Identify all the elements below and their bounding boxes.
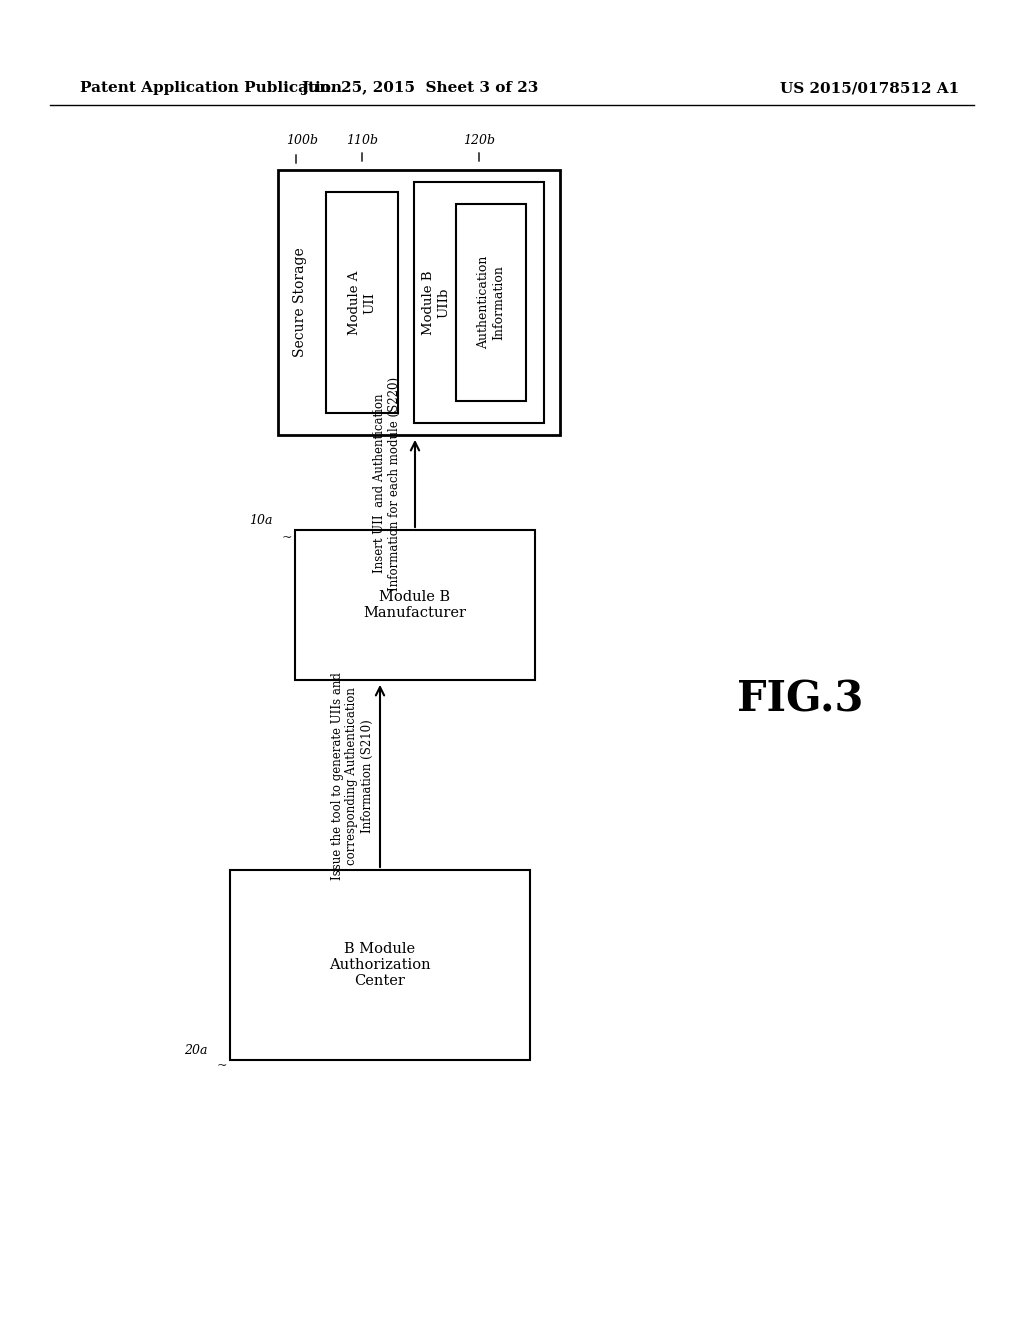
Text: Module A
UII: Module A UII (348, 271, 376, 335)
Bar (278, 170, 560, 436)
Text: Issue the tool to generate UIIs and
corresponding Authentication
Information (S2: Issue the tool to generate UIIs and corr… (331, 672, 374, 880)
Text: ~: ~ (217, 1060, 227, 1072)
Bar (456, 205, 526, 401)
Bar (414, 182, 544, 422)
Text: ~: ~ (282, 532, 292, 544)
Text: Jun. 25, 2015  Sheet 3 of 23: Jun. 25, 2015 Sheet 3 of 23 (301, 81, 539, 95)
Text: Patent Application Publication: Patent Application Publication (80, 81, 342, 95)
Text: 20a: 20a (184, 1044, 208, 1056)
Text: B Module
Authorization
Center: B Module Authorization Center (329, 941, 431, 989)
Bar (326, 191, 398, 413)
Text: Authentication
Information: Authentication Information (477, 256, 505, 350)
Text: FIG.3: FIG.3 (737, 678, 863, 721)
Text: 110b: 110b (346, 133, 378, 147)
Text: 10a: 10a (250, 513, 273, 527)
Text: Secure Storage: Secure Storage (293, 248, 307, 358)
Text: Module B
UIIb: Module B UIIb (422, 271, 450, 335)
Bar (295, 531, 535, 680)
Text: Insert UII  and Authentication
Information for each module (S220): Insert UII and Authentication Informatio… (373, 376, 401, 590)
Text: 100b: 100b (286, 133, 318, 147)
Text: Module B
Manufacturer: Module B Manufacturer (364, 590, 467, 620)
Text: US 2015/0178512 A1: US 2015/0178512 A1 (780, 81, 959, 95)
Text: 120b: 120b (463, 133, 495, 147)
Bar (230, 870, 530, 1060)
